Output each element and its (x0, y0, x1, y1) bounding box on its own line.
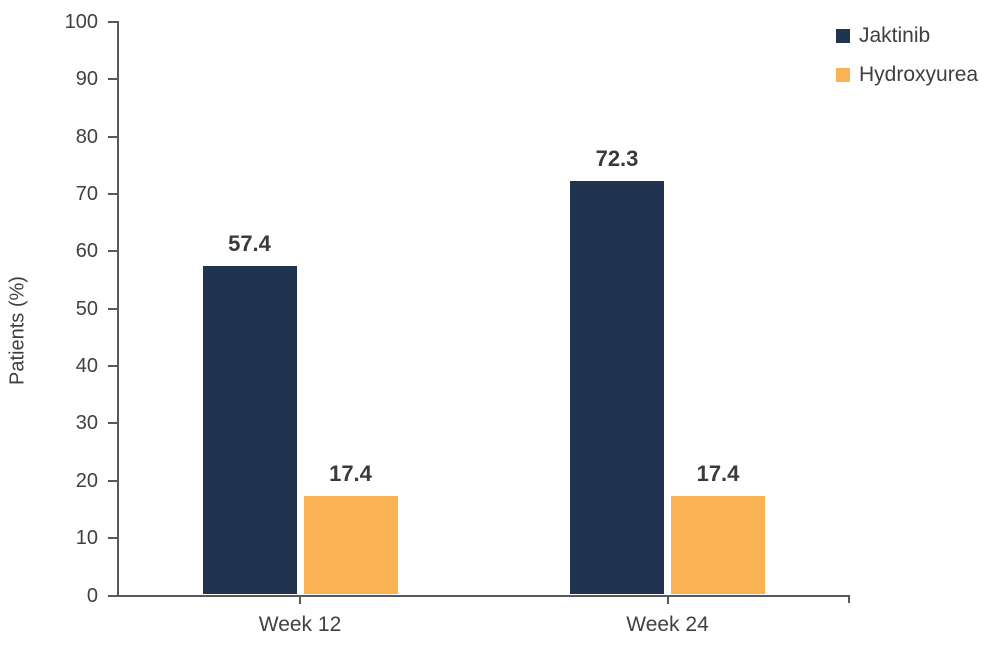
y-tick (107, 594, 117, 597)
x-tick (299, 596, 301, 604)
y-tick (107, 21, 117, 23)
y-tick-label: 70 (75, 183, 98, 206)
legend-item-hydroxyurea: Hydroxyurea (836, 63, 979, 86)
y-tick-label: 100 (64, 11, 98, 33)
bar-jaktinib-week-24 (570, 180, 664, 595)
y-tick-label: 0 (86, 584, 98, 607)
bar-value-hydroxyurea-week-24: 17.4 (696, 460, 740, 486)
y-tick-label: 90 (75, 68, 98, 91)
y-tick (107, 307, 117, 310)
legend-swatch-jaktinib (836, 29, 850, 43)
y-tick (107, 479, 117, 482)
y-tick (107, 78, 117, 81)
x-axis-line (116, 594, 850, 597)
bar-value-hydroxyurea-week-12: 17.4 (329, 460, 372, 486)
bar-value-jaktinib-week-12: 57.4 (228, 231, 271, 257)
bar-jaktinib-week-12 (202, 266, 297, 595)
x-tick-label-week-24: Week 24 (626, 613, 709, 636)
y-tick-label: 20 (75, 469, 98, 492)
y-tick (107, 537, 117, 540)
legend-label: Hydroxyurea (859, 63, 979, 86)
y-tick-label: 80 (75, 125, 98, 148)
legend-item-jaktinib: Jaktinib (836, 24, 978, 47)
legend: Jaktinib Hydroxyurea (836, 24, 979, 104)
y-tick-label: 50 (75, 297, 98, 320)
legend-swatch-hydroxyurea (836, 68, 850, 82)
x-tick (666, 596, 669, 604)
y-tick (107, 135, 117, 138)
y-tick-label: 30 (75, 412, 98, 435)
y-tick-label: 60 (75, 240, 98, 263)
y-axis-title: Patients (%) (6, 276, 29, 385)
y-tick (107, 422, 117, 425)
y-tick-label: 40 (75, 355, 98, 378)
bar-hydroxyurea-week-12 (303, 495, 398, 595)
y-tick-label: 10 (75, 527, 98, 550)
bar-hydroxyurea-week-24 (671, 495, 765, 595)
y-tick (107, 250, 117, 253)
y-tick (107, 365, 117, 368)
x-axis-end-tick (847, 596, 850, 603)
bar-value-jaktinib-week-24: 72.3 (595, 145, 639, 171)
legend-label: Jaktinib (859, 24, 931, 47)
y-axis-line (116, 21, 119, 596)
y-tick (107, 193, 117, 196)
x-tick-label-week-12: Week 12 (258, 613, 342, 636)
